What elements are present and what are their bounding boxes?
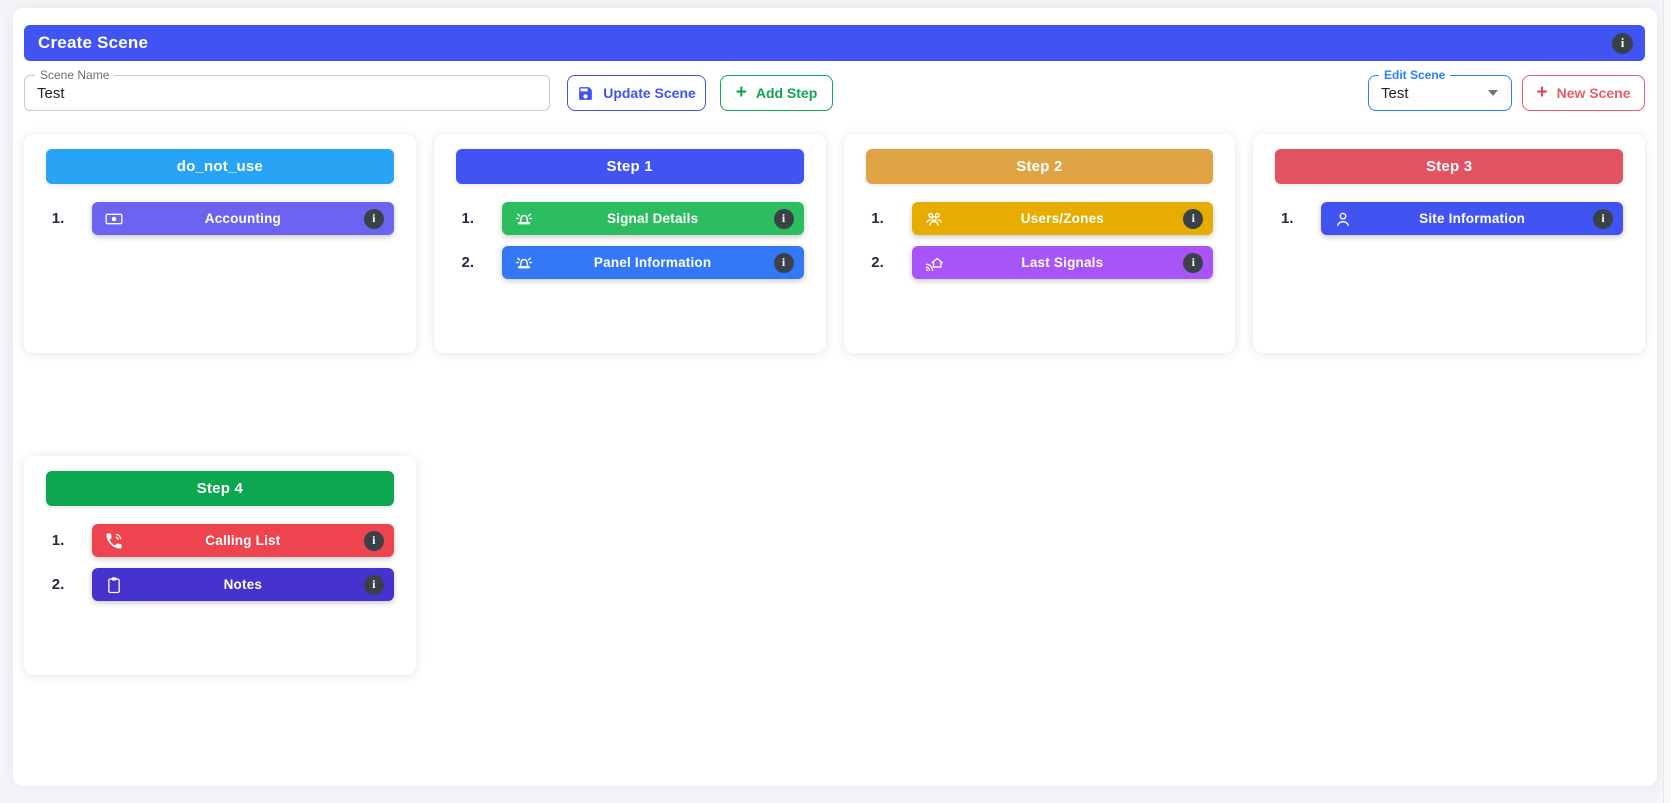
item-number: 2. <box>871 254 884 271</box>
step-card-step-2: Step 2 1. Users/Z <box>843 134 1236 353</box>
item-label: Notes <box>223 577 263 592</box>
item-button-panel-information[interactable]: Panel Information i <box>501 246 804 279</box>
step-header-step-4[interactable]: Step 4 <box>46 471 394 506</box>
list-item: 1. Users/Zones i <box>866 202 1214 235</box>
add-step-label: Add Step <box>755 85 818 101</box>
scrollbar[interactable] <box>1663 0 1671 803</box>
step-card-step-4: Step 4 1. Calling List i <box>24 456 416 675</box>
item-label: Accounting <box>204 211 281 226</box>
info-icon[interactable]: i <box>1593 208 1613 229</box>
chevron-down-icon <box>1488 90 1498 96</box>
item-button-accounting[interactable]: Accounting i <box>92 202 394 235</box>
main-panel: Create Scene i Scene Name Update Scene +… <box>13 8 1657 786</box>
save-icon <box>577 85 594 102</box>
phone-volume-icon <box>104 531 124 551</box>
info-icon[interactable]: i <box>1183 252 1204 273</box>
item-number: 1. <box>1280 210 1294 227</box>
step-header-step-1[interactable]: Step 1 <box>455 149 804 184</box>
item-button-notes[interactable]: Notes i <box>92 568 394 601</box>
steps-grid: do_not_use 1. Accounting i <box>24 134 1645 675</box>
house-signal-icon <box>924 253 944 273</box>
list-item: 1. Signal Details i <box>456 202 804 235</box>
page-header-bar: Create Scene i <box>24 25 1645 61</box>
page-title: Create Scene <box>38 33 149 52</box>
step-card-step-3: Step 3 1. Site Information i <box>1253 134 1645 353</box>
scene-name-field[interactable]: Scene Name <box>24 68 550 111</box>
item-label: Last Signals <box>1021 255 1104 270</box>
info-icon[interactable]: i <box>773 252 794 273</box>
list-item: 1. Site Information i <box>1275 202 1623 235</box>
list-item: 2. Panel Information i <box>456 246 804 279</box>
toolbar: Scene Name Update Scene + Add Step Edit … <box>24 68 1645 111</box>
item-button-site-information[interactable]: Site Information i <box>1321 202 1623 235</box>
siren-icon <box>514 209 534 229</box>
item-button-last-signals[interactable]: Last Signals i <box>911 246 1214 279</box>
info-icon[interactable]: i <box>1183 208 1204 229</box>
step-card-step-1: Step 1 1. Signal Details i <box>433 134 826 353</box>
step-header-step-3[interactable]: Step 3 <box>1275 149 1623 184</box>
new-scene-button[interactable]: + New Scene <box>1522 75 1645 111</box>
item-label: Signal Details <box>606 211 699 226</box>
list-item: 1. Accounting i <box>46 202 394 235</box>
info-icon[interactable]: i <box>363 208 384 229</box>
item-label: Panel Information <box>593 255 712 270</box>
item-button-users-zones[interactable]: Users/Zones i <box>911 202 1214 235</box>
plus-icon: + <box>1536 81 1548 103</box>
item-button-calling-list[interactable]: Calling List i <box>92 524 394 557</box>
plus-icon: + <box>735 81 747 103</box>
edit-scene-value: Test <box>1381 84 1409 102</box>
scene-name-label: Scene Name <box>35 68 115 82</box>
step-card-do-not-use: do_not_use 1. Accounting i <box>24 134 416 353</box>
add-step-button[interactable]: + Add Step <box>720 75 833 111</box>
clipboard-icon <box>104 575 124 595</box>
step-header-do-not-use[interactable]: do_not_use <box>46 149 394 184</box>
item-label: Site Information <box>1419 211 1526 226</box>
money-bill-icon <box>104 209 124 229</box>
users-group-icon <box>924 209 944 229</box>
new-scene-label: New Scene <box>1556 85 1631 101</box>
info-icon[interactable]: i <box>363 574 384 595</box>
info-icon[interactable]: i <box>1612 32 1633 54</box>
item-number: 2. <box>51 576 65 593</box>
item-number: 1. <box>871 210 884 227</box>
info-icon[interactable]: i <box>773 208 794 229</box>
item-number: 1. <box>51 532 65 549</box>
info-icon[interactable]: i <box>363 530 384 551</box>
list-item: 1. Calling List i <box>46 524 394 557</box>
item-label: Users/Zones <box>1020 211 1104 226</box>
item-number: 2. <box>461 254 474 271</box>
user-icon <box>1333 209 1353 229</box>
item-number: 1. <box>461 210 474 227</box>
item-button-signal-details[interactable]: Signal Details i <box>501 202 804 235</box>
edit-scene-select[interactable]: Edit Scene Test <box>1368 68 1512 111</box>
update-scene-button[interactable]: Update Scene <box>567 75 706 111</box>
item-number: 1. <box>51 210 65 227</box>
update-scene-label: Update Scene <box>603 85 696 101</box>
list-item: 2. Last Signals i <box>866 246 1214 279</box>
siren-icon <box>514 253 534 273</box>
list-item: 2. Notes i <box>46 568 394 601</box>
step-header-step-2[interactable]: Step 2 <box>865 149 1214 184</box>
edit-scene-label: Edit Scene <box>1379 68 1451 82</box>
item-label: Calling List <box>205 533 281 548</box>
